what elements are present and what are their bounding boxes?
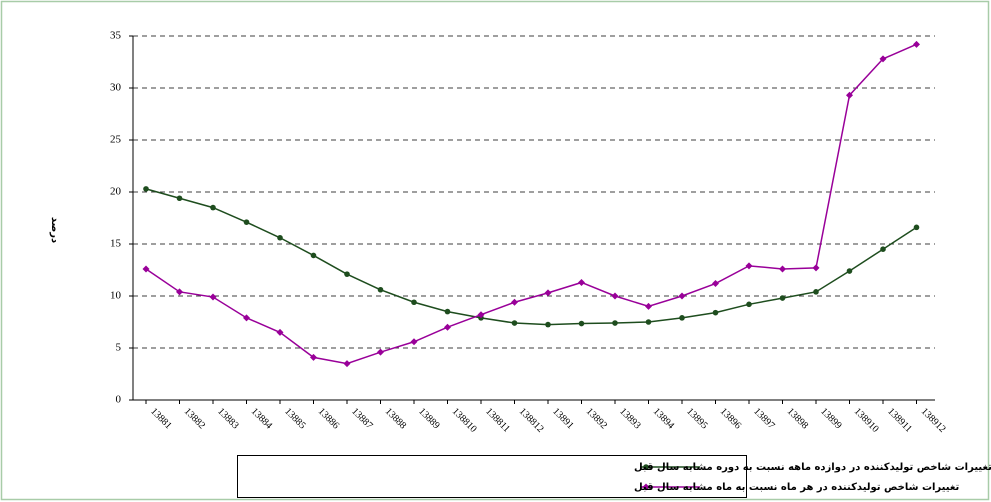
point — [913, 224, 920, 231]
point — [846, 268, 853, 274]
point — [444, 323, 451, 331]
point — [209, 293, 217, 301]
point — [243, 314, 250, 322]
y-tick-label: 30 — [110, 82, 122, 94]
point — [913, 40, 920, 48]
point — [377, 348, 384, 356]
point — [477, 311, 485, 319]
point — [210, 204, 216, 211]
legend-label: تغییرات شاخص تولیدکننده در دوازده ماهه ن… — [634, 462, 991, 473]
point — [344, 271, 350, 277]
y-tick-label: 35 — [110, 30, 122, 42]
point — [812, 264, 820, 272]
point — [846, 91, 853, 99]
point — [779, 295, 786, 301]
point — [310, 353, 317, 361]
point — [544, 289, 552, 297]
point — [411, 299, 417, 306]
point — [511, 298, 518, 306]
y-tick-label: 10 — [110, 290, 122, 302]
y-tick-label: 5 — [116, 342, 122, 354]
point — [143, 186, 149, 192]
point — [611, 292, 619, 300]
point — [645, 302, 652, 310]
y-axis-label: درصد — [49, 217, 60, 243]
y-tick-label: 25 — [110, 134, 122, 146]
point — [779, 265, 786, 273]
point — [176, 195, 183, 202]
point — [142, 265, 150, 273]
point — [578, 320, 585, 327]
point — [678, 292, 686, 300]
point — [277, 234, 283, 241]
point — [444, 308, 451, 315]
point — [310, 252, 317, 259]
legend-label: تغییرات شاخص تولیدکننده در هر ماه نسبت ب… — [634, 482, 959, 493]
point — [813, 289, 819, 295]
legend-marker — [643, 464, 649, 470]
point — [745, 262, 753, 270]
point — [578, 278, 585, 286]
point — [879, 55, 887, 63]
series-line — [145, 43, 917, 365]
point — [645, 319, 652, 325]
legend-marker — [642, 483, 650, 491]
point — [679, 315, 685, 321]
point — [511, 320, 518, 326]
point — [377, 286, 384, 293]
point — [712, 309, 719, 316]
point — [612, 320, 618, 326]
point — [176, 288, 183, 296]
legend: تغییرات شاخص تولیدکننده در دوازده ماهه ن… — [237, 455, 991, 498]
point — [410, 338, 418, 346]
point — [746, 301, 752, 308]
y-tick-label: 20 — [110, 186, 122, 198]
point — [276, 328, 284, 336]
point — [712, 280, 719, 288]
y-tick-label: 15 — [110, 238, 122, 250]
point — [545, 321, 551, 328]
y-tick-label: 0 — [116, 394, 122, 406]
series-line — [145, 188, 917, 326]
point — [343, 360, 351, 368]
point — [243, 219, 250, 225]
legend-box — [237, 455, 747, 498]
point — [880, 246, 886, 252]
